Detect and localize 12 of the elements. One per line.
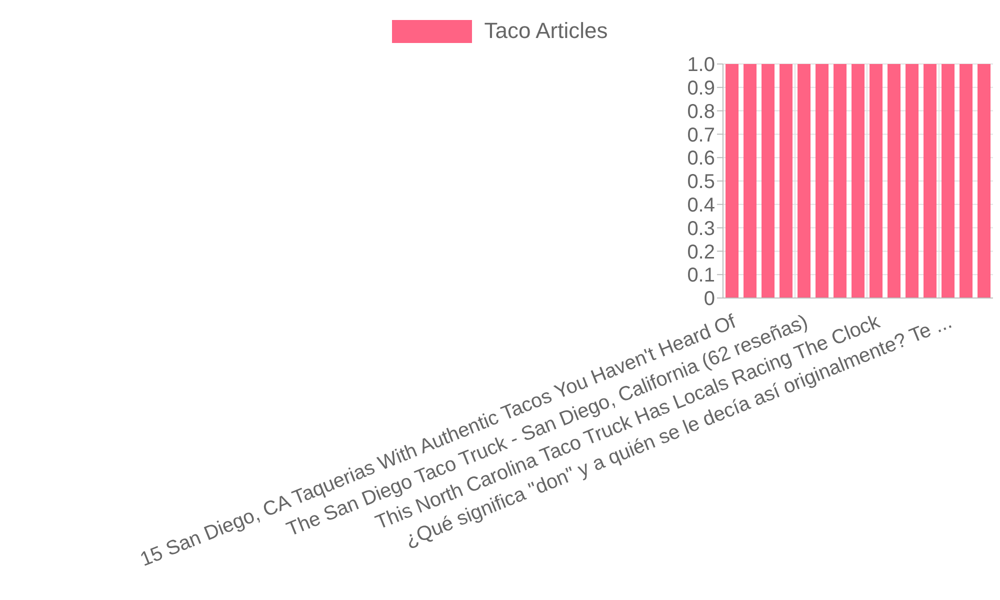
y-tick-label: 0.9 [687, 78, 715, 100]
y-tick-label: 1.0 [687, 54, 715, 76]
y-tick-label: 0.6 [687, 148, 715, 170]
y-tick-label: 0.5 [687, 171, 715, 194]
y-tick-label: 0.1 [687, 264, 715, 287]
y-tick-label: 0.2 [687, 241, 715, 264]
y-tick-label: 0.8 [687, 100, 715, 123]
y-tick-label: 0.3 [687, 218, 715, 240]
y-tick-label: 0.4 [687, 194, 715, 216]
legend-label: Taco Articles [484, 18, 608, 44]
y-tick-label: 0.7 [687, 124, 715, 146]
y-tick-label: 0 [704, 288, 715, 310]
